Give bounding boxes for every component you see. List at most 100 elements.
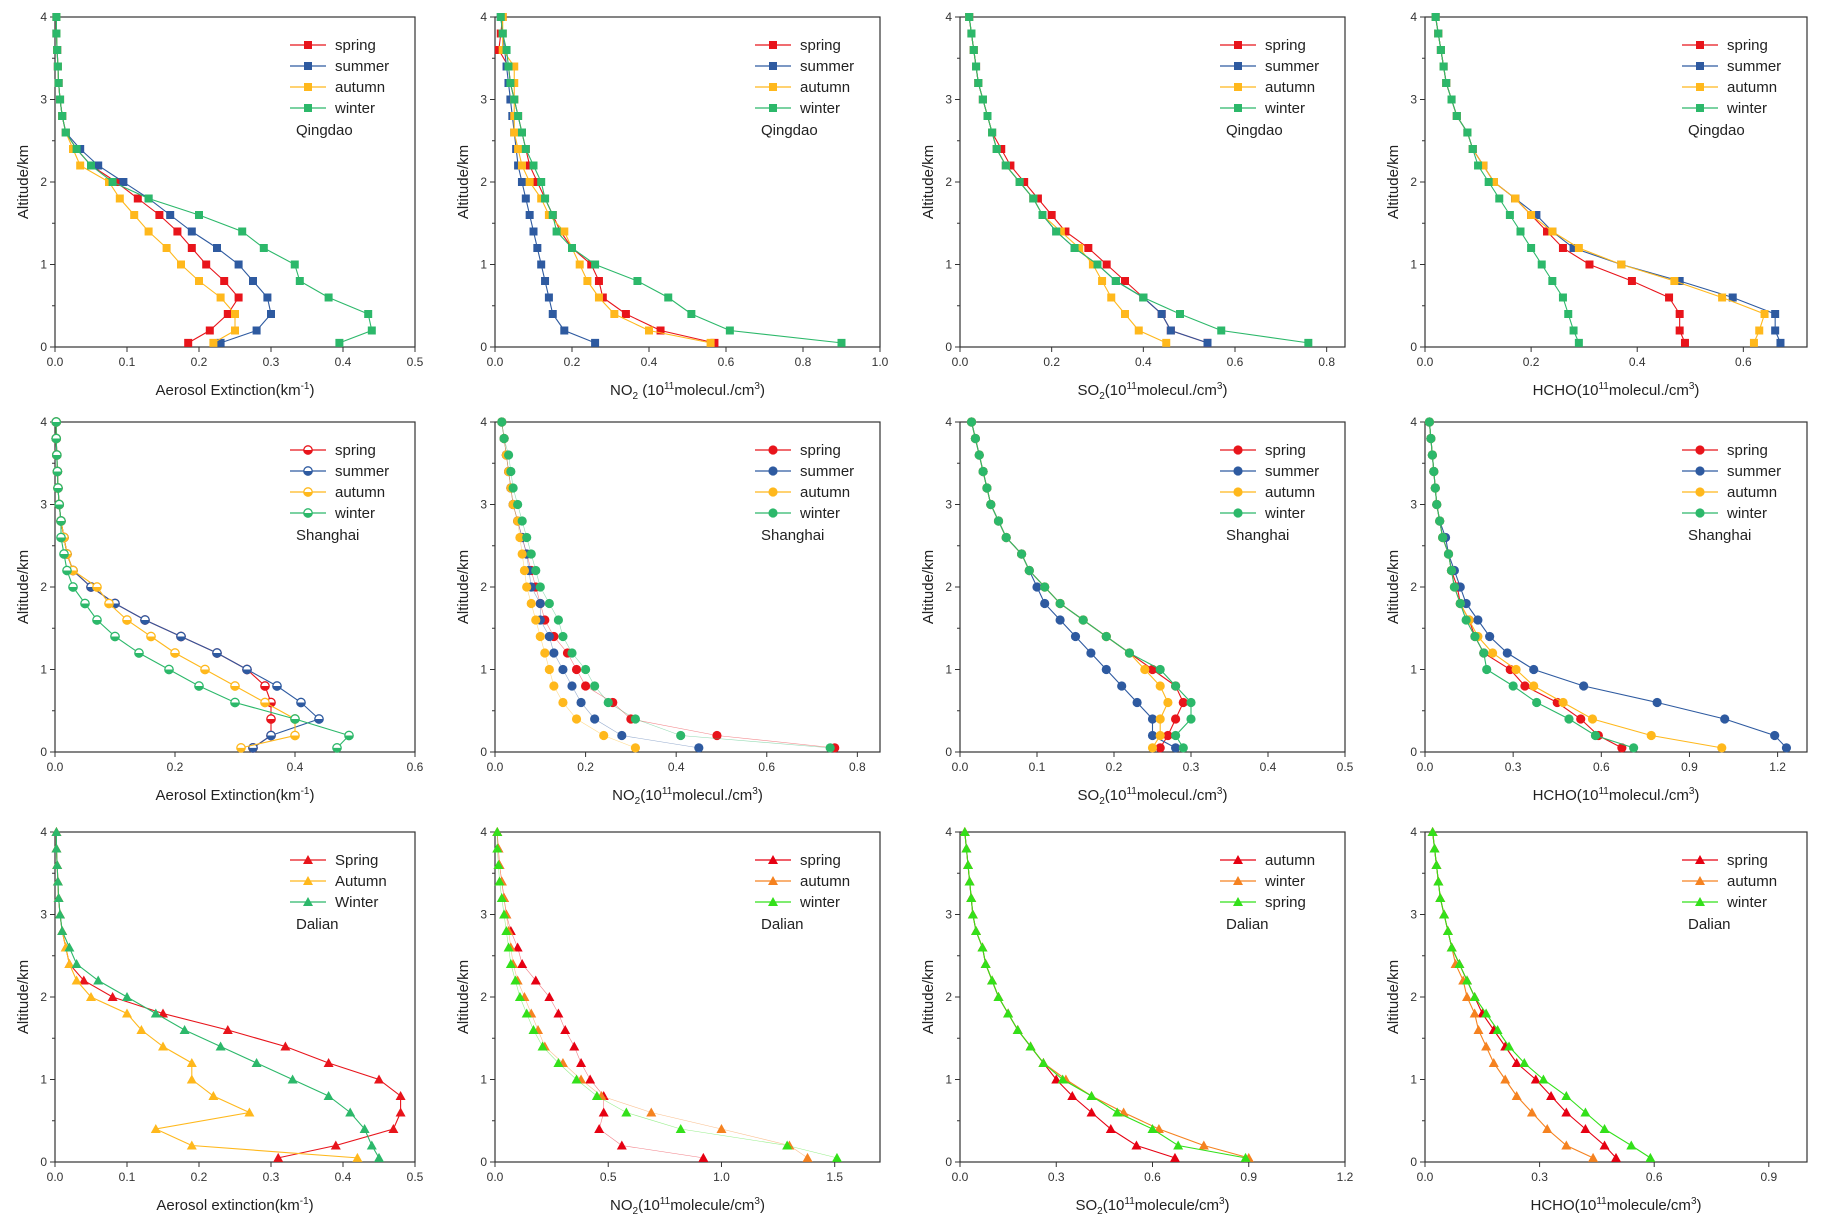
legend-marker [1696, 62, 1704, 70]
data-point [510, 975, 521, 985]
y-tick-label: 1 [1410, 1073, 1417, 1087]
y-axis-label: Altitude/km [455, 550, 472, 624]
data-point [514, 112, 523, 120]
data-point [517, 516, 527, 526]
data-point [1131, 1140, 1142, 1150]
data-point [621, 1107, 632, 1117]
data-point [1558, 697, 1568, 708]
data-point [184, 338, 193, 347]
y-axis-label: Altitude/km [15, 550, 32, 624]
city-label: Qingdao [296, 122, 353, 139]
series-winter [52, 13, 376, 347]
y-tick-label: 2 [1410, 175, 1417, 189]
data-point-fill [314, 719, 324, 724]
data-point [1101, 631, 1111, 642]
data-point [52, 29, 61, 38]
data-point [1527, 211, 1536, 219]
legend-marker [1696, 104, 1704, 112]
data-point [57, 926, 68, 935]
data-point [508, 483, 518, 493]
data-point [961, 843, 972, 853]
y-tick-label: 2 [480, 175, 487, 189]
legend-label: winter [1726, 894, 1767, 911]
data-point-fill [110, 636, 120, 641]
x-axis-label: Aerosol Extinction(km-1) [156, 381, 315, 399]
series-winter [1427, 827, 1656, 1162]
data-point [580, 664, 591, 675]
y-tick-label: 2 [40, 990, 47, 1004]
data-point [510, 128, 519, 137]
data-point [521, 1008, 532, 1018]
y-tick-label: 4 [480, 415, 487, 429]
data-point [978, 95, 987, 104]
data-point [493, 860, 504, 869]
data-point [280, 1041, 291, 1051]
data-point [706, 338, 715, 347]
x-tick-label: 0.2 [1043, 355, 1060, 369]
data-point [231, 310, 239, 318]
data-point [374, 1152, 384, 1162]
data-point [969, 46, 978, 54]
legend-marker [769, 83, 777, 91]
x-tick-label: 0.6 [1227, 355, 1244, 369]
data-point [1574, 244, 1583, 252]
x-tick-label: 0.1 [119, 1170, 136, 1184]
data-point [1504, 1041, 1515, 1051]
data-point [267, 310, 275, 318]
data-point [1061, 227, 1070, 236]
data-point [1781, 743, 1792, 753]
data-point [251, 1058, 262, 1067]
data-point [1434, 29, 1443, 38]
legend-marker [768, 445, 778, 455]
legend-label: winter [799, 100, 840, 117]
legend-marker [768, 876, 778, 885]
x-tick-label: 0.3 [263, 1170, 280, 1184]
y-tick-label: 3 [1410, 498, 1417, 512]
data-point [1627, 277, 1636, 285]
legend-marker [304, 62, 312, 70]
data-point [179, 1025, 190, 1034]
data-point-fill [242, 669, 252, 674]
legend-marker-fill [303, 450, 313, 455]
data-point [529, 161, 538, 170]
data-point-fill [56, 521, 66, 526]
y-tick-label: 0 [1410, 340, 1417, 354]
data-point [986, 499, 996, 510]
data-point-fill [146, 636, 156, 641]
data-point [1075, 244, 1084, 252]
x-tick-label: 0.3 [1048, 1170, 1065, 1184]
y-tick-label: 4 [480, 10, 487, 24]
data-point [617, 730, 627, 741]
data-point [540, 648, 550, 658]
data-point [1611, 1152, 1621, 1162]
data-point [1717, 743, 1727, 753]
panel-sh-no2: 0 1 2 3 4 0.0 0.2 0.4 0.6 0.8 Altitude/km NO2(1011m… [440, 405, 905, 815]
chart-qd-so2: 0 1 2 3 4 0.0 0.2 0.4 0.6 0.8 Altitude/km SO2(1011m… [920, 10, 1346, 402]
data-point [295, 277, 304, 285]
y-tick-label: 0 [945, 340, 952, 354]
data-point [1217, 326, 1226, 335]
y-tick-label: 1 [40, 663, 47, 677]
legend-label: summer [1727, 58, 1781, 75]
series-spring [966, 417, 1188, 753]
data-point [71, 959, 82, 968]
data-point [522, 532, 532, 543]
data-point [1025, 1041, 1036, 1051]
data-point [537, 260, 546, 269]
data-point [506, 466, 516, 477]
data-point [1443, 549, 1454, 559]
data-point [155, 211, 164, 219]
series-winter [496, 13, 846, 347]
data-point [1488, 1058, 1499, 1067]
data-point [544, 664, 554, 675]
data-point [782, 1140, 793, 1150]
data-point [571, 664, 582, 675]
data-point-fill [62, 570, 72, 575]
data-point [249, 277, 257, 285]
data-point [290, 260, 299, 269]
data-point [1112, 1107, 1123, 1117]
data-point [1024, 565, 1034, 576]
data-point [364, 310, 373, 318]
y-tick-label: 4 [1410, 825, 1417, 839]
series-summer [966, 417, 1181, 753]
